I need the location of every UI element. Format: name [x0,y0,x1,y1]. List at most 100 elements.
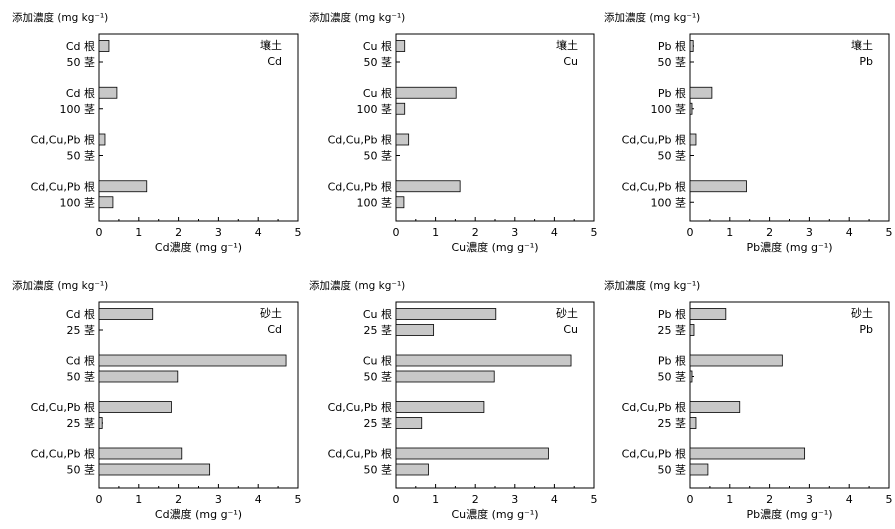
x-axis-label: Cu濃度 (mg g⁻¹) [451,507,538,521]
soil-type-label: 砂土 [851,307,873,320]
x-tick-label: 4 [551,493,558,506]
x-tick-label: 0 [96,493,103,506]
bar-root [98,86,118,99]
category-label-stem: 25 茎 [364,417,393,430]
x-tick-label: 0 [393,493,400,506]
bar-root [395,401,485,413]
x-tick-label: 1 [726,226,733,239]
x-tick-label: 3 [806,493,813,506]
category-label-root: Cd 根 [66,354,95,368]
bar-stem [689,324,695,336]
x-axis-label: Cd濃度 (mg g⁻¹) [155,240,242,254]
category-label-root: Pb 根 [658,86,686,100]
element-label: Cu [563,55,578,68]
soil-type-label: 砂土 [260,307,282,320]
category-label-root: Cd,Cu,Pb 根 [622,179,686,193]
bar-stem [395,370,495,383]
x-tick-label: 3 [215,226,222,239]
x-tick-label: 0 [96,226,103,239]
chart-title: 添加濃度 (mg kg⁻¹) [309,279,405,292]
soil-type-label: 壤土 [260,38,282,52]
category-label-stem: 50 茎 [364,150,393,163]
x-tick-label: 3 [215,493,222,506]
x-tick-label: 5 [886,226,893,239]
x-axis-label: Cd濃度 (mg g⁻¹) [155,507,242,521]
x-tick-label: 3 [511,226,518,239]
x-tick-label: 4 [846,493,853,506]
category-label-root: Pb 根 [658,307,686,321]
x-axis-label: Cu濃度 (mg g⁻¹) [451,240,538,254]
category-label-stem: 25 茎 [658,417,687,430]
element-label: Pb [859,323,873,336]
category-label-root: Cd,Cu,Pb 根 [328,447,392,461]
bar-root [98,447,183,460]
x-tick-label: 5 [295,493,302,506]
x-tick-label: 2 [472,226,479,239]
category-label-root: Cd,Cu,Pb 根 [31,133,95,147]
bar-stem [395,324,435,336]
category-label-stem: 50 茎 [67,56,96,69]
bar-stem [689,417,697,429]
category-label-root: Cd 根 [66,39,95,53]
x-tick-label: 0 [687,226,694,239]
bar-stem [98,370,179,383]
bar-stem [395,102,406,115]
category-label-root: Cu 根 [363,39,392,53]
bar-root [689,40,694,52]
category-label-stem: 50 茎 [67,371,96,384]
category-label-stem: 25 茎 [67,417,96,430]
category-label-root: Cd,Cu,Pb 根 [622,133,686,147]
chart-panel-3: 添加濃度 (mg kg⁻¹) 0 1 2 3 4 5 Pb濃度 (mg g⁻¹) 壤土 Pb Pb … [604,11,893,254]
category-label-stem: 50 茎 [364,371,393,384]
x-tick-label: 4 [255,493,262,506]
category-label-root: Cd,Cu,Pb 根 [328,400,392,414]
bar-root [98,133,106,146]
x-axis-label: Pb濃度 (mg g⁻¹) [746,507,832,521]
x-tick-label: 5 [591,493,598,506]
x-tick-label: 4 [846,226,853,239]
category-label-stem: 100 茎 [651,196,687,209]
category-label-root: Cd 根 [66,307,95,321]
bar-root [395,40,406,52]
category-label-stem: 50 茎 [67,464,96,477]
chart-panel-1: 添加濃度 (mg kg⁻¹) 0 1 2 3 4 5 Cd濃度 (mg g⁻¹) 壤土 Cd Cd … [12,11,302,254]
bar-stem [98,196,114,209]
bar-stem [689,102,693,115]
bar-stem [98,463,211,476]
x-tick-label: 3 [511,493,518,506]
category-label-stem: 100 茎 [357,103,393,116]
element-label: Cd [267,55,282,68]
bar-root [98,308,154,320]
bar-root [98,180,148,193]
x-tick-label: 1 [726,493,733,506]
soil-type-label: 砂土 [556,307,578,320]
bar-root [98,40,110,52]
bar-root [689,86,713,99]
category-label-stem: 100 茎 [60,103,96,116]
chart-panel-4: 添加濃度 (mg kg⁻¹) 0 1 2 3 4 5 Cd濃度 (mg g⁻¹) 砂土 Cd Cd … [12,279,302,521]
bar-root [689,354,783,367]
x-tick-label: 5 [591,226,598,239]
bar-stem [98,417,103,429]
category-label-root: Pb 根 [658,39,686,53]
bar-root [395,133,410,146]
category-label-stem: 25 茎 [658,324,687,337]
category-label-stem: 25 茎 [67,324,96,337]
category-label-stem: 50 茎 [658,56,687,69]
x-tick-label: 5 [886,493,893,506]
bar-root [395,86,457,99]
x-tick-label: 2 [175,493,182,506]
x-tick-label: 2 [766,226,773,239]
bar-root [689,308,727,320]
bar-stem [689,370,693,383]
x-tick-label: 1 [135,493,142,506]
category-label-stem: 50 茎 [658,150,687,163]
category-label-stem: 50 茎 [364,56,393,69]
chart-title: 添加濃度 (mg kg⁻¹) [309,11,405,24]
x-tick-label: 3 [806,226,813,239]
bar-root [395,447,549,460]
chart-title: 添加濃度 (mg kg⁻¹) [12,11,108,24]
category-label-root: Cd,Cu,Pb 根 [31,400,95,414]
category-label-root: Cd,Cu,Pb 根 [328,133,392,147]
